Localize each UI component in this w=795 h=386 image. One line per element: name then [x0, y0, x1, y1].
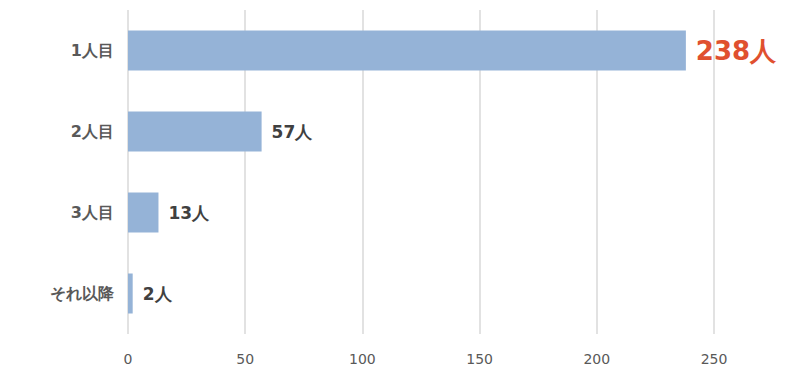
svg-text:50: 50	[236, 351, 254, 367]
svg-text:2人目: 2人目	[71, 122, 114, 141]
svg-text:2人: 2人	[143, 284, 173, 304]
svg-text:0: 0	[124, 351, 133, 367]
svg-text:100: 100	[349, 351, 376, 367]
svg-text:それ以降: それ以降	[50, 284, 115, 303]
svg-text:3人目: 3人目	[71, 203, 114, 222]
svg-text:200: 200	[583, 351, 610, 367]
svg-text:13人: 13人	[168, 203, 210, 223]
svg-text:250: 250	[701, 351, 728, 367]
svg-text:150: 150	[466, 351, 493, 367]
svg-text:238人: 238人	[696, 36, 777, 66]
svg-text:57人: 57人	[272, 122, 314, 142]
svg-text:1人目: 1人目	[71, 41, 114, 60]
